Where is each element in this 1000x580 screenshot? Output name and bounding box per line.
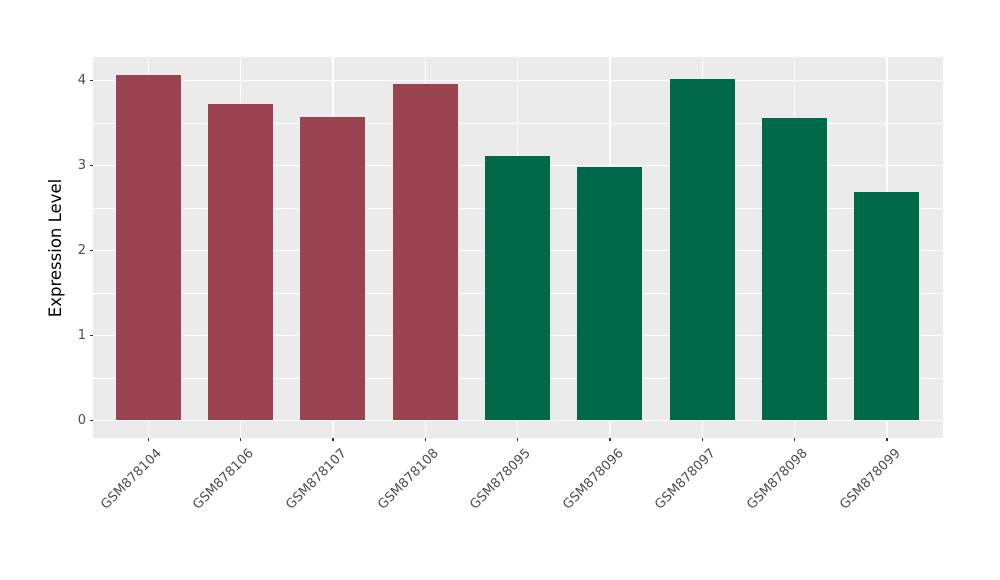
bar-GSM878096 [577, 167, 643, 421]
y-tick-mark [89, 249, 93, 252]
x-tick-label: GSM878106 [190, 446, 258, 513]
x-tick-mark [239, 438, 242, 441]
y-tick-label: 4 [77, 72, 86, 88]
plot-panel [93, 57, 943, 438]
bar-GSM878106 [208, 104, 274, 421]
y-tick-label: 0 [77, 412, 86, 428]
y-tick-mark [89, 334, 93, 337]
x-tick-label: GSM878098 [744, 446, 812, 513]
y-tick-label: 1 [77, 327, 86, 343]
x-tick-label: GSM878108 [375, 446, 442, 513]
bar-GSM878099 [854, 191, 920, 421]
y-tick-label: 2 [77, 242, 86, 258]
y-tick-mark [89, 164, 93, 167]
x-tick-label: GSM878097 [652, 446, 719, 513]
x-tick-mark [332, 438, 334, 441]
bar-GSM878108 [392, 83, 458, 421]
x-tick-label: GSM878096 [559, 446, 627, 513]
y-tick-label: 3 [77, 157, 86, 173]
x-tick-label: GSM878107 [282, 446, 350, 513]
x-tick-label: GSM878104 [98, 446, 165, 513]
x-tick-label: GSM878095 [467, 446, 535, 513]
x-tick-mark [609, 438, 611, 441]
bar-GSM878107 [300, 117, 366, 421]
x-tick-mark [793, 438, 796, 441]
y-tick-mark [89, 79, 93, 82]
bar-GSM878095 [485, 156, 551, 421]
x-tick-mark [886, 438, 888, 441]
x-tick-mark [516, 438, 519, 441]
bar-GSM878104 [115, 74, 181, 421]
bar-GSM878097 [669, 78, 735, 421]
y-tick-mark [89, 419, 93, 422]
x-tick-mark [424, 438, 426, 441]
x-tick-mark [147, 438, 149, 441]
bar-GSM878098 [762, 117, 828, 421]
x-tick-mark [701, 438, 703, 441]
x-tick-label: GSM878099 [836, 446, 904, 513]
